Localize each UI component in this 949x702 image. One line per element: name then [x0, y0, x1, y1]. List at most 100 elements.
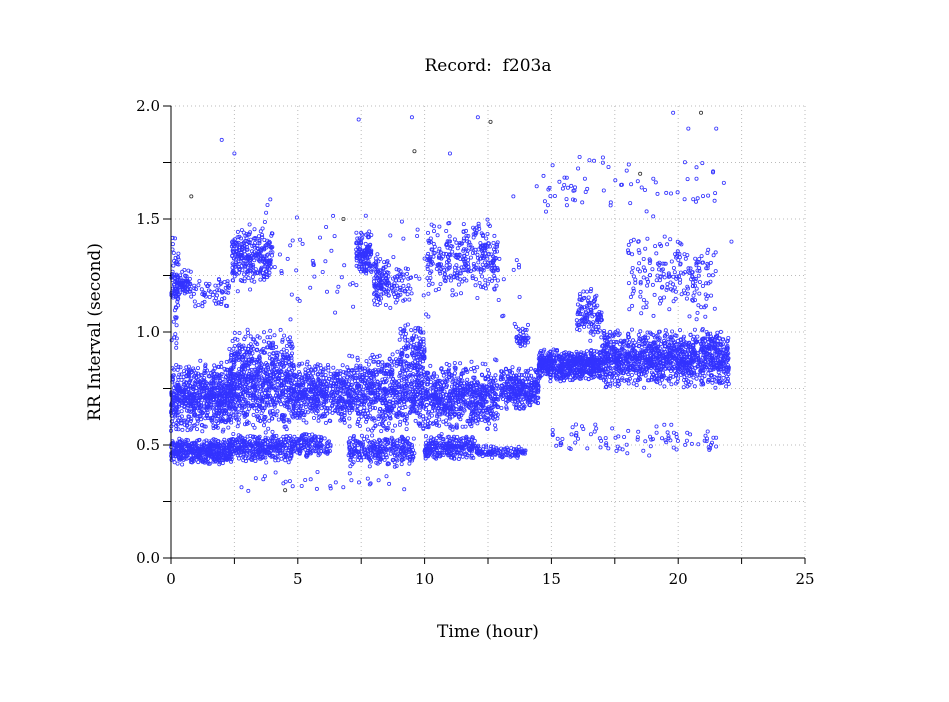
- data-point: [171, 243, 174, 246]
- data-point: [249, 231, 252, 234]
- data-point: [360, 434, 363, 437]
- data-point: [237, 421, 240, 424]
- data-point: [376, 253, 379, 256]
- data-point: [371, 434, 374, 437]
- data-point: [236, 425, 239, 428]
- data-point: [405, 422, 408, 425]
- data-point: [264, 431, 267, 434]
- data-point: [391, 353, 394, 356]
- data-point: [410, 341, 413, 344]
- data-point: [369, 357, 372, 360]
- data-point: [380, 430, 383, 433]
- data-point: [214, 284, 217, 287]
- data-point: [238, 413, 241, 416]
- data-point: [172, 423, 175, 426]
- data-point: [341, 364, 344, 367]
- data-point: [181, 428, 184, 431]
- data-point: [192, 367, 195, 370]
- data-point: [363, 438, 366, 441]
- data-point: [276, 410, 279, 413]
- data-point: [242, 231, 245, 234]
- data-point: [412, 437, 415, 440]
- data-point: [273, 334, 276, 337]
- data-point: [409, 287, 412, 290]
- chart-title: Record: f203a: [424, 56, 551, 76]
- data-point: [192, 292, 195, 295]
- data-point: [396, 350, 399, 353]
- data-point: [307, 385, 310, 388]
- data-point: [279, 403, 282, 406]
- data-point: [410, 292, 413, 295]
- data-point: [269, 329, 272, 332]
- data-point: [393, 424, 396, 427]
- data-point: [363, 406, 366, 409]
- data-point: [252, 423, 255, 426]
- data-point: [252, 413, 255, 416]
- data-point: [287, 461, 290, 464]
- data-point: [195, 428, 198, 431]
- data-point: [243, 273, 246, 276]
- data-point: [285, 349, 288, 352]
- data-point: [324, 421, 327, 424]
- data-point: [228, 347, 231, 350]
- data-point: [265, 461, 268, 464]
- data-point: [364, 242, 367, 245]
- data-point: [263, 365, 266, 368]
- data-point: [283, 334, 286, 337]
- data-point: [196, 367, 199, 370]
- data-point: [197, 461, 200, 464]
- data-point: [410, 329, 413, 332]
- data-point: [268, 353, 271, 356]
- data-point: [287, 368, 290, 371]
- data-point: [374, 257, 377, 260]
- data-point: [397, 408, 400, 411]
- data-point: [398, 338, 401, 341]
- data-point: [442, 374, 445, 377]
- data-point: [227, 426, 230, 429]
- data-point: [175, 324, 178, 327]
- data-point: [365, 360, 368, 363]
- data-point: [267, 427, 270, 430]
- data-point: [232, 347, 235, 350]
- data-point: [312, 416, 315, 419]
- data-point: [175, 346, 178, 349]
- data-point: [284, 459, 287, 462]
- data-point: [387, 422, 390, 425]
- data-point: [323, 437, 326, 440]
- data-point: [404, 372, 407, 375]
- data-point: [414, 419, 417, 422]
- data-point: [271, 430, 274, 433]
- data-point: [259, 278, 262, 281]
- data-point: [408, 298, 411, 301]
- data-point: [392, 411, 395, 414]
- data-point: [332, 366, 335, 369]
- data-point: [253, 228, 256, 231]
- data-point: [254, 459, 257, 462]
- data-point: [394, 295, 397, 298]
- data-point: [371, 406, 374, 409]
- data-point: [270, 254, 273, 257]
- data-point: [407, 284, 410, 287]
- data-point: [279, 328, 282, 331]
- data-point: [302, 419, 305, 422]
- data-point: [220, 361, 223, 364]
- data-point: [251, 275, 254, 278]
- data-point: [263, 340, 266, 343]
- data-point: [175, 428, 178, 431]
- data-point: [408, 462, 411, 465]
- data-point: [183, 268, 186, 271]
- data-point: [213, 290, 216, 293]
- data-point: [348, 417, 351, 420]
- data-point: [194, 305, 197, 308]
- data-point: [181, 463, 184, 466]
- data-point: [174, 333, 177, 336]
- data-point: [175, 363, 178, 366]
- data-point: [402, 276, 405, 279]
- data-point: [399, 327, 402, 330]
- data-point: [384, 303, 387, 306]
- data-point: [293, 435, 296, 438]
- data-point: [201, 305, 204, 308]
- data-point: [177, 252, 180, 255]
- data-point: [356, 237, 359, 240]
